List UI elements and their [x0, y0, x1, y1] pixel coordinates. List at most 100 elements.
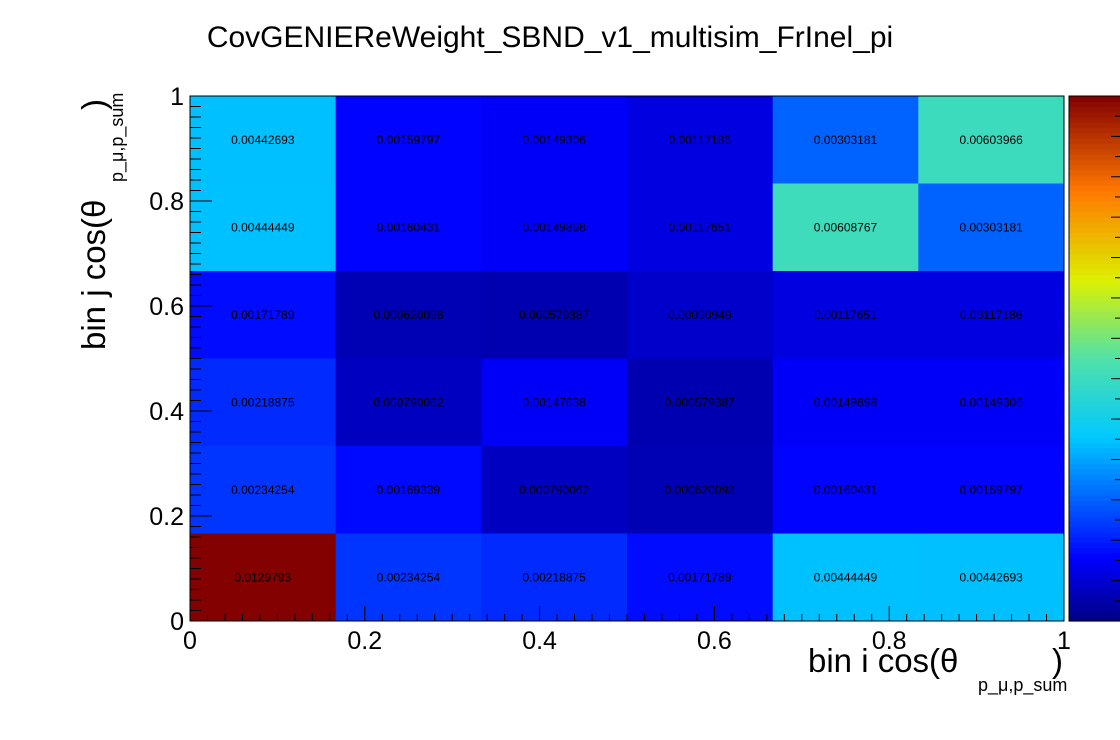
cell-value-label: 0.00159797	[377, 133, 441, 147]
color-bar-step	[1069, 390, 1120, 396]
color-bar-step	[1069, 211, 1120, 218]
cell-value-label: 0.00169339	[377, 483, 441, 497]
color-bar-step	[1069, 201, 1120, 207]
y-axis-label: bin j cos(θ	[75, 200, 112, 350]
heatmap-cell	[627, 96, 774, 184]
heatmap-cell	[335, 358, 482, 447]
heatmap-cell	[772, 183, 919, 272]
heatmap-cell	[918, 358, 1065, 447]
color-bar-step	[1069, 264, 1120, 270]
heatmap-cell	[335, 271, 482, 359]
heatmap-cell	[627, 533, 774, 622]
color-bar-step	[1069, 521, 1120, 528]
color-bar-step	[1069, 432, 1120, 438]
x-axis-ticks: 0 0.2 0.4 0.6 0.8 1	[183, 606, 1071, 655]
heatmap-cell	[190, 183, 337, 272]
color-bar-step	[1069, 437, 1120, 444]
heatmap-cell	[772, 358, 919, 447]
color-bar-step	[1069, 558, 1120, 564]
color-bar-step	[1069, 458, 1120, 465]
color-bar-step	[1069, 395, 1120, 402]
heatmap-cell-labels: 0.00442693 0.00159797 0.00149306 0.00117186…	[231, 133, 1023, 585]
y-tick-label: 1	[170, 83, 184, 111]
cell-value-label: 0.00160431	[814, 483, 878, 497]
color-bar-step	[1069, 610, 1120, 617]
heatmap-cell	[918, 183, 1065, 272]
color-bar-step	[1069, 206, 1120, 213]
cell-value-label: 0.00444449	[814, 570, 878, 584]
color-bar-step	[1069, 600, 1120, 606]
heatmap-cell	[190, 533, 337, 622]
color-bar-step	[1069, 143, 1120, 150]
heatmap-cell	[481, 533, 628, 622]
color-bar-step	[1069, 285, 1120, 291]
cell-value-label: 0.000620098	[665, 483, 735, 497]
cell-value-label: 0.00303181	[959, 220, 1023, 234]
color-bar-step	[1069, 374, 1120, 381]
x-tick-label: 1	[1057, 627, 1071, 655]
color-bar-step	[1069, 248, 1120, 255]
color-bar-step	[1069, 453, 1120, 459]
cell-value-label: 0.00608767	[814, 220, 878, 234]
heatmap-cell	[772, 533, 919, 622]
heatmap-cell	[627, 358, 774, 447]
color-bar-step	[1069, 180, 1120, 186]
color-bar-step	[1069, 174, 1120, 181]
color-bar-step	[1069, 258, 1120, 265]
color-bar-step	[1069, 573, 1120, 580]
heatmap-cell	[918, 271, 1065, 359]
color-bar-step	[1069, 279, 1120, 286]
color-bar-step	[1069, 232, 1120, 239]
color-bar-step	[1069, 358, 1120, 365]
heatmap-cell	[627, 183, 774, 272]
heatmap-cell	[772, 271, 919, 359]
cell-value-label: 0.00160431	[377, 220, 441, 234]
color-bar-step	[1069, 547, 1120, 554]
color-bar-frame	[1068, 95, 1120, 622]
color-bar-step	[1069, 295, 1120, 302]
color-bar-step	[1069, 579, 1120, 585]
color-bar-step	[1069, 363, 1120, 370]
x-tick-label: 0	[183, 627, 197, 655]
color-bar-step	[1069, 164, 1120, 171]
cell-value-label: 0.00442693	[231, 133, 295, 147]
y-axis-title: bin j cos(θ p_μ,p_sum )	[75, 93, 128, 350]
color-bar-step	[1069, 342, 1120, 349]
y-tick-label: 0.4	[149, 398, 184, 426]
color-bar-step	[1069, 117, 1120, 123]
color-bar-step	[1069, 405, 1120, 412]
color-bar-step	[1069, 111, 1120, 118]
color-bar-step	[1069, 327, 1120, 333]
color-bar-step	[1069, 253, 1120, 260]
heatmap-cell	[190, 271, 337, 359]
x-tick-label: 0.8	[872, 627, 907, 655]
cell-value-label: 0.00171789	[668, 570, 732, 584]
color-bar-step	[1069, 379, 1120, 386]
cell-value-label: 0.00234254	[231, 483, 295, 497]
color-bar-step	[1069, 127, 1120, 134]
color-bar-step	[1069, 138, 1120, 144]
x-axis-label-subscript: p_μ,p_sum	[978, 675, 1067, 696]
color-bar-step	[1069, 237, 1120, 244]
color-bar-step	[1069, 584, 1120, 591]
cell-value-label: 0.0129793	[234, 570, 291, 584]
cell-value-label: 0.00218875	[522, 570, 586, 584]
color-bar-step	[1069, 495, 1120, 501]
heatmap-cell	[772, 446, 919, 534]
cell-value-label: 0.000620098	[373, 308, 443, 322]
color-bar-step	[1069, 505, 1120, 512]
x-tick-label: 0.2	[347, 627, 382, 655]
color-bar-step	[1069, 300, 1120, 307]
color-bar-step	[1069, 563, 1120, 570]
color-bar-step	[1069, 306, 1120, 312]
chart-title: CovGENIEReWeight_SBND_v1_multisim_FrInel…	[207, 21, 893, 54]
heatmap-cell	[918, 533, 1065, 622]
y-axis-label-close-paren: )	[75, 99, 112, 110]
color-bar-step	[1069, 526, 1120, 533]
color-bar-step	[1069, 101, 1120, 108]
color-bar-step	[1069, 594, 1120, 601]
color-bar-step	[1069, 589, 1120, 596]
color-bar-step	[1069, 426, 1120, 433]
color-bar-step	[1069, 442, 1120, 449]
color-bar-step	[1069, 316, 1120, 323]
